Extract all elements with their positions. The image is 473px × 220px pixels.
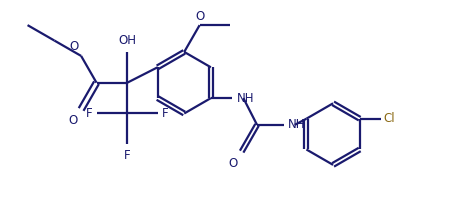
Text: F: F xyxy=(86,107,93,120)
Text: O: O xyxy=(68,114,77,127)
Text: Cl: Cl xyxy=(384,112,395,125)
Text: O: O xyxy=(70,40,79,53)
Text: OH: OH xyxy=(118,34,136,47)
Text: O: O xyxy=(195,10,204,23)
Text: NH: NH xyxy=(236,92,254,104)
Text: F: F xyxy=(162,107,169,120)
Text: F: F xyxy=(124,149,131,162)
Text: NH: NH xyxy=(288,118,305,131)
Text: O: O xyxy=(228,157,238,170)
